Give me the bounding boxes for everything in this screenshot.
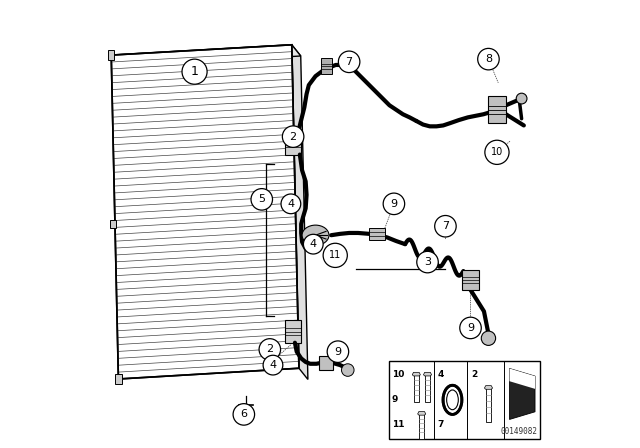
Text: 9: 9 bbox=[334, 347, 342, 357]
Polygon shape bbox=[509, 368, 535, 419]
Bar bbox=[463, 270, 479, 290]
Polygon shape bbox=[509, 368, 535, 389]
Bar bbox=[285, 132, 301, 155]
Ellipse shape bbox=[447, 390, 458, 409]
Circle shape bbox=[263, 355, 283, 375]
Text: 4: 4 bbox=[287, 199, 294, 209]
Circle shape bbox=[342, 364, 354, 376]
Circle shape bbox=[435, 215, 456, 237]
Polygon shape bbox=[424, 372, 431, 376]
Circle shape bbox=[323, 243, 348, 267]
Circle shape bbox=[417, 251, 438, 273]
Circle shape bbox=[182, 59, 207, 84]
Circle shape bbox=[460, 317, 481, 339]
Text: 9: 9 bbox=[467, 323, 474, 333]
Text: 2: 2 bbox=[471, 370, 477, 379]
Text: 7: 7 bbox=[442, 221, 449, 231]
Circle shape bbox=[259, 339, 280, 360]
Bar bbox=[115, 374, 122, 384]
Bar bbox=[414, 375, 419, 402]
Text: 10: 10 bbox=[491, 147, 503, 157]
Text: 5: 5 bbox=[259, 194, 265, 204]
Bar bbox=[425, 375, 430, 402]
Ellipse shape bbox=[302, 225, 329, 246]
Circle shape bbox=[339, 51, 360, 73]
Circle shape bbox=[327, 341, 349, 362]
Text: 2: 2 bbox=[266, 345, 273, 354]
Text: 9: 9 bbox=[390, 199, 397, 209]
Circle shape bbox=[233, 404, 255, 425]
Circle shape bbox=[303, 234, 323, 254]
Text: 7: 7 bbox=[438, 420, 444, 430]
Circle shape bbox=[477, 48, 499, 70]
Polygon shape bbox=[111, 45, 301, 66]
Text: 10: 10 bbox=[392, 370, 404, 379]
Polygon shape bbox=[292, 45, 308, 379]
Text: 2: 2 bbox=[289, 132, 297, 142]
Bar bbox=[419, 414, 424, 439]
Polygon shape bbox=[412, 372, 420, 376]
Circle shape bbox=[251, 189, 273, 210]
Circle shape bbox=[485, 140, 509, 164]
Bar bbox=[319, 356, 333, 370]
Bar bbox=[110, 220, 116, 228]
Bar bbox=[488, 96, 506, 123]
Circle shape bbox=[481, 331, 495, 345]
Text: 11: 11 bbox=[392, 420, 404, 430]
Ellipse shape bbox=[443, 385, 462, 414]
Polygon shape bbox=[111, 45, 299, 379]
Bar bbox=[486, 388, 491, 422]
Text: 7: 7 bbox=[346, 57, 353, 67]
Bar bbox=[321, 58, 332, 74]
Circle shape bbox=[383, 193, 404, 215]
Bar bbox=[285, 320, 301, 343]
Text: 9: 9 bbox=[392, 395, 398, 405]
Circle shape bbox=[281, 194, 301, 214]
Circle shape bbox=[516, 93, 527, 104]
Polygon shape bbox=[418, 412, 426, 415]
Text: 1: 1 bbox=[191, 65, 198, 78]
Text: 8: 8 bbox=[485, 54, 492, 64]
Text: 6: 6 bbox=[241, 409, 247, 419]
Text: 4: 4 bbox=[269, 360, 276, 370]
Polygon shape bbox=[484, 386, 493, 389]
Text: 11: 11 bbox=[329, 250, 341, 260]
Bar bbox=[369, 228, 385, 240]
Bar bbox=[108, 50, 115, 60]
Text: 4: 4 bbox=[310, 239, 317, 249]
Text: 3: 3 bbox=[424, 257, 431, 267]
Text: 00149082: 00149082 bbox=[500, 427, 538, 436]
Circle shape bbox=[282, 126, 304, 147]
Bar bbox=[389, 361, 540, 439]
Text: 4: 4 bbox=[438, 370, 444, 379]
